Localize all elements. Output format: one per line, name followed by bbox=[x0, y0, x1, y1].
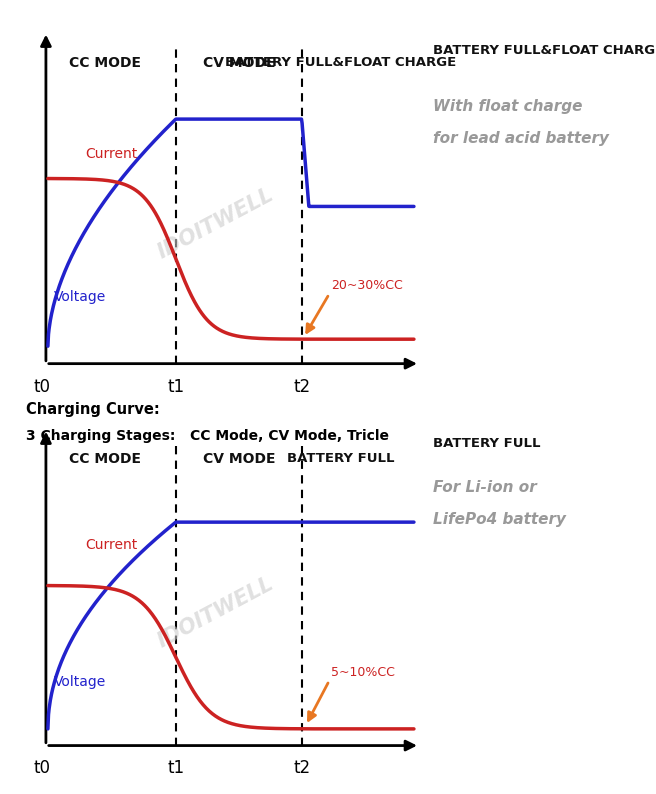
Text: IDOITWELL: IDOITWELL bbox=[154, 185, 277, 263]
Text: BATTERY FULL: BATTERY FULL bbox=[287, 452, 395, 465]
Text: t2: t2 bbox=[293, 759, 310, 777]
Text: 5~10%CC: 5~10%CC bbox=[331, 666, 395, 679]
Text: Voltage: Voltage bbox=[54, 291, 106, 304]
Text: BATTERY FULL&FLOAT CHARGE: BATTERY FULL&FLOAT CHARGE bbox=[433, 44, 656, 56]
Text: 20~30%CC: 20~30%CC bbox=[331, 279, 403, 292]
Text: CC MODE: CC MODE bbox=[69, 452, 141, 466]
Text: CV MODE: CV MODE bbox=[203, 452, 275, 466]
Text: Current: Current bbox=[85, 538, 138, 552]
Text: t2: t2 bbox=[293, 378, 310, 395]
Text: Voltage: Voltage bbox=[54, 675, 106, 689]
Text: CC MODE: CC MODE bbox=[69, 56, 141, 70]
Text: With float charge: With float charge bbox=[433, 99, 583, 114]
Text: for lead acid battery: for lead acid battery bbox=[433, 131, 609, 146]
Text: LifePo4 battery: LifePo4 battery bbox=[433, 512, 566, 527]
Text: CV MODE: CV MODE bbox=[203, 56, 275, 70]
Text: For Li-ion or: For Li-ion or bbox=[433, 480, 537, 495]
Text: BATTERY FULL: BATTERY FULL bbox=[433, 437, 541, 449]
Text: IDOITWELL: IDOITWELL bbox=[154, 573, 277, 651]
Text: Current: Current bbox=[85, 147, 138, 161]
Text: BATTERY FULL&FLOAT CHARGE: BATTERY FULL&FLOAT CHARGE bbox=[226, 56, 457, 69]
Text: Charging Curve:: Charging Curve: bbox=[26, 402, 160, 417]
Text: t1: t1 bbox=[167, 759, 184, 777]
Text: t0: t0 bbox=[33, 759, 51, 777]
Text: t0: t0 bbox=[33, 378, 51, 395]
Text: 3 Charging Stages:   CC Mode, CV Mode, Tricle: 3 Charging Stages: CC Mode, CV Mode, Tri… bbox=[26, 429, 389, 443]
Text: t1: t1 bbox=[167, 378, 184, 395]
